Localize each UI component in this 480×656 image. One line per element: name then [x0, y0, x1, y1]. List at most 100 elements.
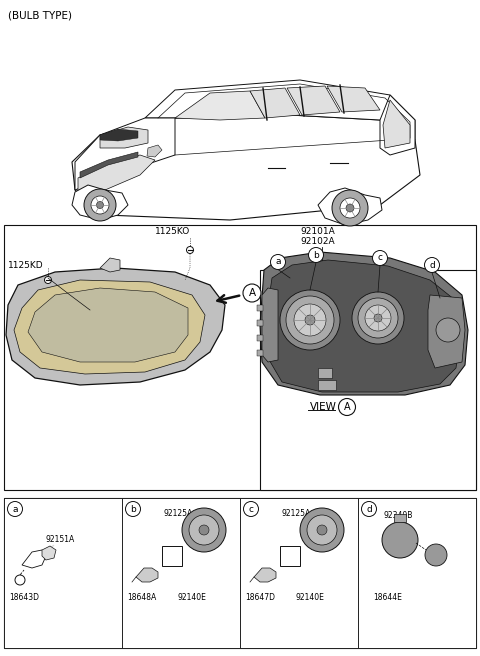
Text: 92102A: 92102A: [300, 237, 335, 247]
Circle shape: [382, 522, 418, 558]
Text: c: c: [249, 504, 253, 514]
Circle shape: [346, 204, 354, 212]
Polygon shape: [147, 145, 162, 157]
Bar: [4, 498, 476, 648]
Circle shape: [189, 515, 219, 545]
Text: 92125A: 92125A: [282, 508, 311, 518]
Text: a: a: [275, 258, 281, 266]
Polygon shape: [383, 100, 410, 148]
Circle shape: [199, 525, 209, 535]
Bar: [257, 305, 263, 311]
Circle shape: [309, 247, 324, 262]
Text: 18647D: 18647D: [245, 594, 275, 602]
Polygon shape: [394, 514, 406, 522]
Polygon shape: [428, 295, 465, 368]
Circle shape: [338, 398, 356, 415]
Polygon shape: [75, 118, 175, 190]
Text: a: a: [12, 504, 18, 514]
Circle shape: [307, 515, 337, 545]
Circle shape: [374, 314, 382, 322]
Circle shape: [352, 292, 404, 344]
Circle shape: [125, 501, 141, 516]
Circle shape: [96, 201, 104, 209]
Text: VIEW: VIEW: [310, 402, 337, 412]
Text: 92340B: 92340B: [384, 512, 413, 520]
Polygon shape: [6, 268, 225, 385]
Circle shape: [286, 296, 334, 344]
Circle shape: [294, 304, 326, 336]
Polygon shape: [262, 288, 278, 362]
Circle shape: [280, 290, 340, 350]
Polygon shape: [14, 280, 205, 374]
Text: A: A: [249, 288, 255, 298]
Polygon shape: [380, 95, 415, 155]
Circle shape: [187, 247, 193, 253]
Bar: [257, 335, 263, 341]
Text: b: b: [313, 251, 319, 260]
Bar: [4, 225, 476, 490]
Polygon shape: [260, 252, 468, 395]
Text: b: b: [130, 504, 136, 514]
Bar: [257, 320, 263, 326]
Bar: [318, 380, 336, 390]
Bar: [4, 498, 122, 648]
Bar: [240, 498, 358, 648]
Circle shape: [365, 305, 391, 331]
Polygon shape: [175, 91, 265, 120]
Bar: [260, 270, 476, 490]
Text: d: d: [429, 260, 435, 270]
Polygon shape: [72, 115, 420, 220]
Text: (BULB TYPE): (BULB TYPE): [8, 11, 72, 21]
Bar: [162, 546, 182, 566]
Polygon shape: [100, 258, 120, 272]
Bar: [358, 498, 476, 648]
Polygon shape: [100, 129, 138, 141]
Bar: [280, 546, 300, 566]
Text: 1125KO: 1125KO: [155, 228, 190, 237]
Circle shape: [243, 284, 261, 302]
Circle shape: [45, 276, 51, 283]
Circle shape: [243, 501, 259, 516]
Text: 92140E: 92140E: [295, 594, 324, 602]
Circle shape: [15, 575, 25, 585]
Circle shape: [372, 251, 387, 266]
Polygon shape: [22, 550, 46, 568]
Circle shape: [317, 525, 327, 535]
Polygon shape: [72, 185, 128, 220]
Text: 92140E: 92140E: [177, 594, 206, 602]
Polygon shape: [78, 155, 155, 195]
Polygon shape: [287, 86, 340, 115]
Polygon shape: [254, 568, 276, 582]
Polygon shape: [250, 88, 300, 118]
Circle shape: [332, 190, 368, 226]
Polygon shape: [42, 546, 56, 560]
Circle shape: [91, 196, 109, 214]
Text: 92125A: 92125A: [164, 508, 193, 518]
Circle shape: [8, 501, 23, 516]
Text: c: c: [377, 253, 383, 262]
Bar: [318, 368, 332, 378]
Circle shape: [300, 508, 344, 552]
Text: 18648A: 18648A: [127, 594, 156, 602]
Bar: [257, 350, 263, 356]
Bar: [122, 498, 240, 648]
Circle shape: [425, 544, 447, 566]
Text: 1125KD: 1125KD: [8, 260, 44, 270]
Text: 92151A: 92151A: [46, 535, 75, 544]
Circle shape: [340, 198, 360, 218]
Circle shape: [361, 501, 376, 516]
Circle shape: [84, 189, 116, 221]
Circle shape: [358, 298, 398, 338]
Text: 18644E: 18644E: [373, 594, 402, 602]
Polygon shape: [145, 80, 415, 140]
Circle shape: [424, 258, 440, 272]
Text: A: A: [344, 402, 350, 412]
Polygon shape: [327, 86, 380, 112]
Polygon shape: [100, 127, 148, 148]
Polygon shape: [136, 568, 158, 582]
Text: d: d: [366, 504, 372, 514]
Polygon shape: [80, 152, 138, 178]
Circle shape: [271, 255, 286, 270]
Polygon shape: [28, 288, 188, 362]
Circle shape: [436, 318, 460, 342]
